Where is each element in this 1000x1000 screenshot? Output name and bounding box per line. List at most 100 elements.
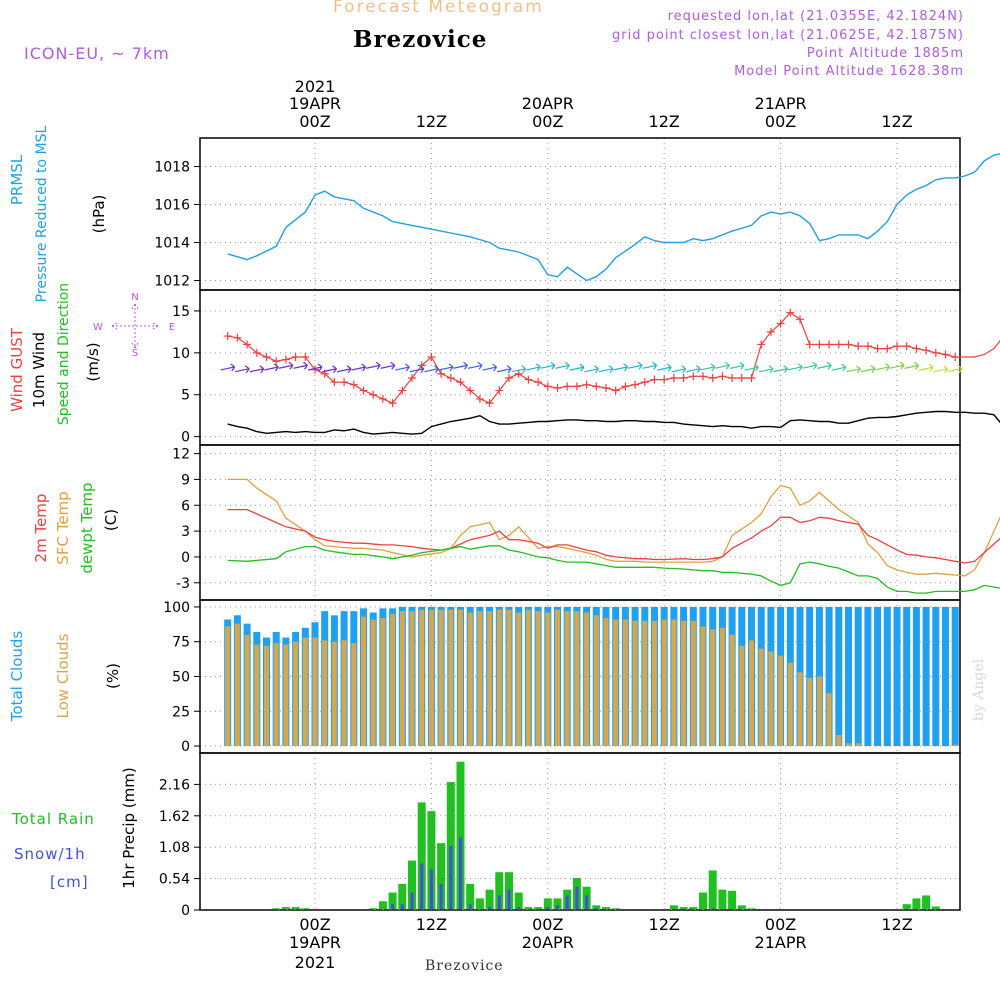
- wind-arrow: [380, 361, 396, 370]
- gust-marker: [466, 386, 475, 395]
- low-cloud-bar: [729, 634, 735, 747]
- gust-marker: [408, 373, 416, 382]
- low-cloud-bar: [710, 629, 716, 747]
- rain-bar: [398, 883, 407, 910]
- gust-marker: [485, 399, 494, 408]
- gust-marker: [437, 369, 446, 378]
- wind-arrow: [817, 361, 832, 370]
- wind-arrow: [293, 361, 308, 370]
- gust-marker: [340, 378, 349, 387]
- gust-marker: [796, 315, 804, 324]
- low-cloud-bar: [525, 609, 531, 747]
- gust-marker: [330, 378, 339, 387]
- low-cloud-bar: [690, 620, 696, 747]
- bottom-year-label: 2021: [295, 953, 336, 972]
- rain-bar: [369, 908, 378, 910]
- panel-frame: [199, 137, 961, 291]
- bottom-hour-label: 00Z: [299, 915, 330, 934]
- gust-marker: [369, 390, 378, 399]
- compass-s: S: [132, 348, 138, 359]
- wind-arrow: [729, 361, 745, 370]
- wind-arrow: [235, 365, 250, 374]
- sfc-temp-line: [227, 478, 1000, 577]
- low-cloud-bar: [428, 609, 434, 747]
- rain-bar: [708, 870, 717, 910]
- top-hour-label: 00Z: [532, 112, 563, 131]
- gust-marker: [534, 378, 543, 387]
- gust-marker: [941, 350, 950, 359]
- low-cloud-bar: [545, 612, 551, 747]
- rain-bar: [281, 907, 290, 910]
- snow-bar: [594, 908, 598, 910]
- low-cloud-bar: [516, 612, 522, 747]
- credit-watermark: by Angel: [971, 658, 987, 721]
- low-cloud-bar: [302, 637, 308, 747]
- low-cloud-bar: [419, 609, 425, 747]
- model-label: ICON-EU, ~ 7km: [24, 44, 170, 63]
- top-hour-label: 00Z: [299, 112, 330, 131]
- gust-marker: [951, 353, 960, 362]
- gust-marker: [863, 342, 872, 351]
- gust-marker: [262, 353, 271, 362]
- wind-arrow: [438, 363, 454, 372]
- low-cloud-bar: [496, 609, 502, 747]
- snow-bar: [459, 837, 462, 910]
- gust-marker: [805, 340, 814, 349]
- wind-arrow: [860, 365, 876, 373]
- wind-arrow: [220, 363, 236, 372]
- wind-arrow: [249, 365, 265, 374]
- wind-arrow: [584, 365, 599, 374]
- bottom-hour-label: 12Z: [416, 915, 447, 934]
- gust-marker: [602, 384, 610, 393]
- gust-marker: [505, 373, 513, 382]
- station-name: Brezovice: [353, 26, 488, 53]
- low-cloud-bar: [855, 743, 861, 747]
- low-cloud-bar: [700, 626, 706, 747]
- gust-marker: [844, 340, 853, 349]
- low-cloud-bar: [622, 619, 628, 747]
- bottom-hour-label: 00Z: [765, 915, 796, 934]
- low-cloud-bar: [331, 641, 337, 747]
- total-cloud-bar: [942, 606, 949, 747]
- wind-arrow: [395, 363, 410, 372]
- rain-bar: [699, 892, 707, 910]
- y-tick-label: 100: [163, 600, 190, 616]
- rain-bar: [437, 843, 446, 910]
- gust-marker: [689, 372, 698, 381]
- wind-arrow: [715, 361, 730, 370]
- gust-marker: [281, 355, 290, 364]
- rain-bar: [495, 872, 504, 910]
- total-cloud-bar: [893, 606, 901, 747]
- snow-bar: [468, 904, 472, 910]
- snow-bar: [585, 895, 589, 910]
- wind-arrow: [497, 365, 512, 374]
- gust-marker: [631, 380, 640, 389]
- low-cloud-bar: [758, 648, 764, 747]
- rain-bar: [466, 883, 475, 910]
- low-cloud-bar: [409, 611, 415, 747]
- requested-coords: requested lon,lat (21.0355E, 42.1824N): [667, 9, 964, 24]
- total-cloud-bar: [912, 606, 920, 747]
- low-cloud-bar: [652, 620, 657, 747]
- gust-marker: [446, 373, 455, 382]
- rain-bar: [378, 901, 387, 910]
- rain-bar: [408, 860, 416, 910]
- top-year-label: 2021: [295, 77, 336, 96]
- grid-point-coords: grid point closest lon,lat (21.0625E, 42…: [612, 28, 964, 43]
- y-tick-label: 0: [181, 903, 190, 919]
- wind-arrow: [424, 365, 439, 374]
- top-hour-label: 12Z: [881, 112, 912, 131]
- rain-bar: [679, 907, 688, 910]
- low-cloud-bar: [836, 734, 842, 747]
- total-cloud-bar: [903, 606, 911, 747]
- top-hour-label: 00Z: [765, 112, 796, 131]
- rain-bar: [272, 908, 281, 910]
- prmsl-label: PRMSL: [8, 154, 26, 205]
- wind-arrow: [642, 361, 658, 370]
- low-cloud-bar: [312, 637, 318, 747]
- low-cloud-bar: [564, 611, 570, 747]
- gust-marker: [660, 375, 669, 384]
- y-tick-label: 0: [181, 430, 190, 446]
- y-tick-label: 50: [172, 670, 190, 686]
- rain-bar: [718, 889, 727, 910]
